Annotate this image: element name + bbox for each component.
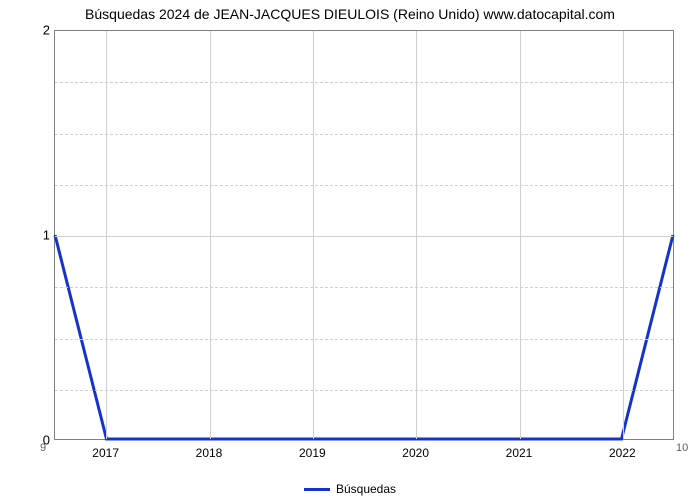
x-tick-label: 2018	[196, 446, 223, 460]
y-tick-label: 2	[10, 23, 50, 38]
gridline-horizontal	[55, 236, 673, 237]
corner-label-bottom-right: 10	[676, 442, 688, 454]
plot-area	[54, 30, 674, 440]
legend-swatch	[304, 488, 330, 491]
legend: Búsquedas	[0, 482, 700, 496]
series-line	[55, 235, 673, 439]
gridline-horizontal-minor	[55, 185, 673, 186]
chart-container: Búsquedas 2024 de JEAN-JACQUES DIEULOIS …	[0, 0, 700, 500]
gridline-horizontal-minor	[55, 134, 673, 135]
x-tick-label: 2019	[299, 446, 326, 460]
legend-label: Búsquedas	[336, 482, 396, 496]
y-tick-label: 1	[10, 228, 50, 243]
x-tick-label: 2017	[92, 446, 119, 460]
corner-label-bottom-left: 9	[40, 442, 46, 454]
gridline-horizontal-minor	[55, 287, 673, 288]
x-tick-label: 2021	[506, 446, 533, 460]
gridline-horizontal-minor	[55, 339, 673, 340]
chart-title: Búsquedas 2024 de JEAN-JACQUES DIEULOIS …	[0, 6, 700, 22]
gridline-horizontal-minor	[55, 82, 673, 83]
x-tick-label: 2022	[609, 446, 636, 460]
gridline-horizontal-minor	[55, 390, 673, 391]
x-tick-label: 2020	[402, 446, 429, 460]
